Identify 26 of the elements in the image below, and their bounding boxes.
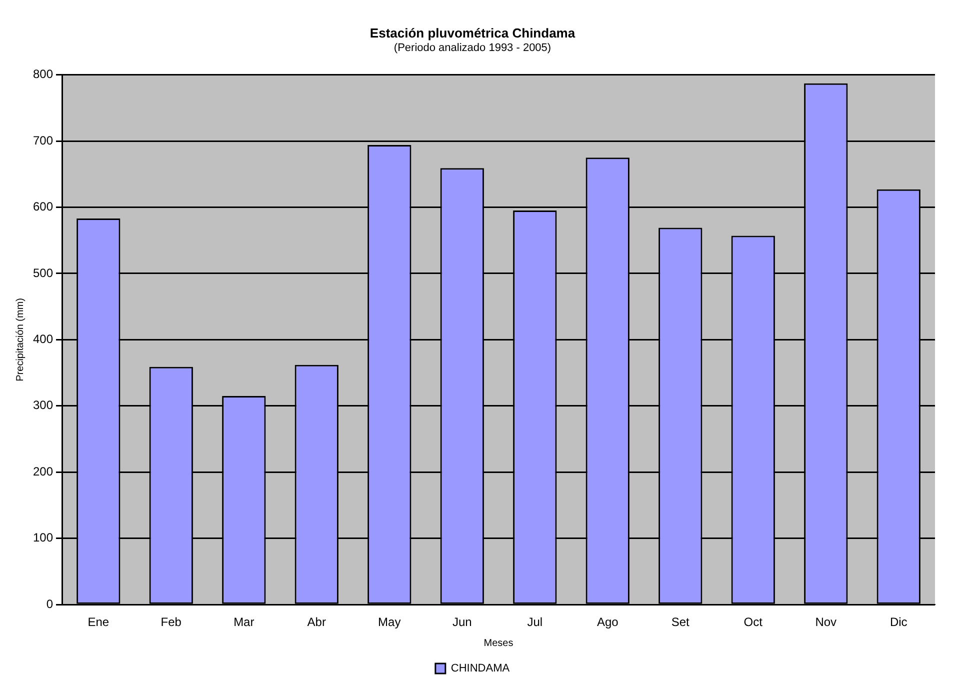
x-tick-label: Ene [88, 615, 110, 630]
y-tick-label: 200 [32, 464, 54, 478]
y-tick-label: 700 [32, 133, 54, 148]
y-tick-label: 400 [32, 332, 54, 346]
x-tick-label: Nov [815, 615, 837, 630]
x-tick-label: May [378, 615, 401, 630]
x-tick-label: Abr [307, 615, 326, 630]
x-tick-label: Dic [890, 615, 908, 630]
x-axis-title: Meses [484, 638, 514, 649]
y-tick-label: 800 [32, 67, 54, 82]
x-tick-label: Oct [744, 615, 764, 630]
x-tick-label: Set [671, 615, 690, 630]
x-tick-label: Feb [160, 615, 182, 630]
legend-label: CHINDAMA [450, 662, 510, 675]
y-tick-label: 500 [32, 266, 54, 280]
y-axis-title: Precipitación (mm) [14, 298, 26, 382]
y-tick-label: 100 [32, 530, 54, 545]
x-tick-label: Ago [596, 615, 619, 630]
x-tick-label: Mar [234, 615, 254, 630]
y-tick-label: 600 [32, 200, 54, 214]
y-tick-label: 0 [46, 596, 54, 611]
x-tick-label: Jun [452, 615, 472, 630]
y-tick-label: 300 [32, 398, 54, 412]
chart-title: Estación pluvométrica Chindama [370, 25, 576, 40]
x-tick-label: Jul [527, 615, 543, 630]
chart-subtitle: (Periodo analizado 1993 - 2005) [394, 42, 552, 54]
